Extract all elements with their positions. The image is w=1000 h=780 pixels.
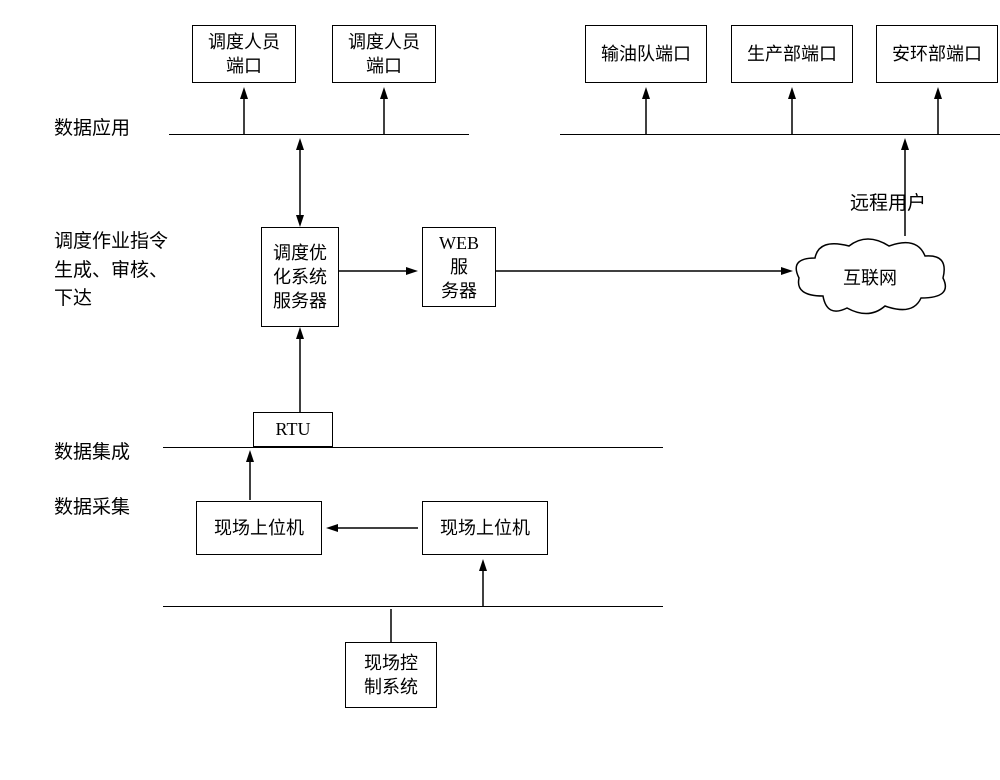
bus-top_right xyxy=(560,134,1000,135)
cloud-label: 互联网 xyxy=(843,264,897,290)
node-label: 现场上位机 xyxy=(440,516,530,540)
node-label: RTU xyxy=(276,417,311,441)
cloud-internet: 互联网 xyxy=(793,236,947,318)
bus-integ xyxy=(163,447,663,448)
label-data_integ: 数据集成 xyxy=(54,439,194,468)
label-text: 调度作业指令生成、审核、下达 xyxy=(54,231,168,309)
node-disp2: 调度人员端口 xyxy=(332,25,436,83)
node-oil: 输油队端口 xyxy=(585,25,707,83)
node-label: 调度人员端口 xyxy=(348,30,420,79)
label-sched_cmd: 调度作业指令生成、审核、下达 xyxy=(54,228,224,314)
node-label: 现场控制系统 xyxy=(364,651,418,700)
node-ctrl: 现场控制系统 xyxy=(345,642,437,708)
label-remote_user: 远程用户 xyxy=(850,190,960,219)
label-text: 远程用户 xyxy=(850,193,926,214)
node-label: 现场上位机 xyxy=(214,516,304,540)
node-label: 调度人员端口 xyxy=(208,30,280,79)
bus-bottom xyxy=(163,606,663,607)
node-prod: 生产部端口 xyxy=(731,25,853,83)
node-safety: 安环部端口 xyxy=(876,25,998,83)
label-text: 数据集成 xyxy=(54,442,130,463)
label-text: 数据采集 xyxy=(54,497,130,518)
node-label: 安环部端口 xyxy=(892,42,982,66)
node-label: WEB服务器 xyxy=(431,231,487,304)
bus-top_left xyxy=(169,134,469,135)
node-pc1: 现场上位机 xyxy=(196,501,322,555)
node-web: WEB服务器 xyxy=(422,227,496,307)
node-label: 输油队端口 xyxy=(601,42,691,66)
label-data_app: 数据应用 xyxy=(54,115,194,144)
label-data_acq: 数据采集 xyxy=(54,494,194,523)
node-disp1: 调度人员端口 xyxy=(192,25,296,83)
node-label: 生产部端口 xyxy=(747,42,837,66)
node-server: 调度优化系统服务器 xyxy=(261,227,339,327)
node-rtu: RTU xyxy=(253,412,333,447)
label-text: 数据应用 xyxy=(54,118,130,139)
node-pc2: 现场上位机 xyxy=(422,501,548,555)
node-label: 调度优化系统服务器 xyxy=(273,241,327,314)
